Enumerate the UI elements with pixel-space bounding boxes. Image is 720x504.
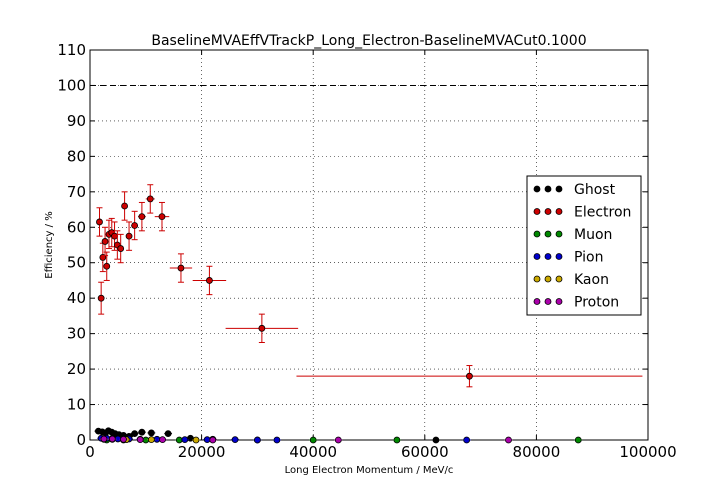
data-point — [100, 435, 108, 443]
y-tick-label: 10 — [67, 396, 86, 414]
legend-marker — [555, 275, 563, 283]
data-point — [147, 436, 155, 444]
data-point — [231, 436, 239, 444]
legend-marker — [533, 208, 541, 215]
data-point — [159, 436, 166, 444]
legend-marker — [533, 275, 541, 283]
data-point — [334, 436, 342, 444]
data-point — [131, 222, 139, 229]
legend-marker — [533, 230, 541, 238]
legend-marker — [555, 253, 563, 260]
legend-label: Muon — [574, 227, 612, 243]
y-tick-label: 90 — [67, 112, 86, 130]
legend-label: Ghost — [574, 182, 616, 198]
legend-marker — [544, 230, 552, 238]
data-point — [164, 430, 172, 438]
data-point — [103, 262, 111, 270]
legend-marker — [544, 253, 552, 260]
x-tick-label: 20000 — [178, 443, 226, 461]
legend-marker — [544, 298, 552, 305]
axis-ticks: 0 10 20 30 40 50 60 70 80 90 100 110 0 20000 40000 6000… — [57, 41, 676, 461]
data-point — [463, 436, 471, 444]
data-point — [393, 436, 401, 444]
legend-item-proton: Proton — [533, 295, 619, 311]
x-tick-label: 80000 — [513, 443, 561, 461]
y-axis-label: Efficiency / % — [44, 211, 55, 278]
legend-item-pion: Pion — [533, 250, 603, 266]
y-tick-label: 110 — [57, 41, 86, 59]
data-point — [120, 435, 127, 443]
data-point — [121, 202, 128, 210]
x-tick-label: 40000 — [289, 443, 337, 461]
legend-item-muon: Muon — [533, 227, 612, 243]
data-point — [273, 436, 281, 444]
data-point — [138, 428, 146, 436]
y-tick-label: 0 — [76, 431, 86, 449]
data-point — [108, 435, 116, 443]
legend-marker — [555, 208, 563, 215]
series-electron — [96, 184, 643, 388]
data-point — [253, 436, 261, 444]
legend-marker — [533, 185, 541, 193]
y-tick-label: 20 — [67, 360, 86, 378]
data-point — [209, 436, 217, 444]
data-point — [466, 372, 473, 380]
legend-label: Kaon — [574, 272, 609, 288]
data-point — [158, 213, 166, 221]
data-point — [574, 436, 582, 444]
data-point — [432, 436, 440, 444]
legend-marker — [555, 185, 563, 193]
y-tick-label: 30 — [67, 325, 86, 343]
legend-box — [526, 175, 642, 316]
data-point — [138, 213, 146, 221]
x-tick-label: 0 — [85, 443, 95, 461]
data-point — [111, 232, 118, 240]
data-point — [131, 430, 139, 438]
legend-marker — [544, 185, 552, 193]
x-tick-label: 60000 — [401, 443, 449, 461]
legend-marker — [533, 298, 541, 305]
data-point — [206, 277, 213, 284]
x-axis-label: Long Electron Momentum / MeV/c — [285, 465, 454, 476]
y-tick-label: 50 — [67, 254, 86, 272]
data-point — [309, 436, 317, 444]
data-point — [147, 429, 155, 437]
y-tick-label: 60 — [67, 218, 86, 236]
legend-item-ghost: Ghost — [533, 182, 616, 198]
series-proton — [100, 435, 513, 444]
data-points — [94, 184, 643, 444]
data-point — [97, 294, 105, 302]
data-point — [258, 324, 266, 332]
data-point — [177, 264, 185, 272]
y-tick-label: 80 — [67, 147, 86, 165]
legend-marker — [555, 298, 563, 305]
legend-marker — [544, 275, 552, 283]
legend-label: Pion — [574, 250, 603, 266]
data-point — [96, 218, 103, 226]
data-point — [125, 232, 133, 240]
y-tick-label: 100 — [57, 76, 86, 94]
legend-label: Electron — [574, 205, 631, 221]
grid — [90, 50, 648, 440]
y-tick-label: 40 — [67, 289, 86, 307]
data-point — [181, 436, 189, 444]
legend-label: Proton — [574, 295, 619, 311]
legend-marker — [555, 230, 563, 238]
data-point — [146, 195, 154, 203]
data-point — [136, 436, 144, 444]
legend-marker — [533, 253, 541, 260]
x-tick-label: 100000 — [619, 443, 676, 461]
data-point — [117, 245, 125, 252]
data-point — [192, 436, 200, 444]
data-point — [101, 238, 109, 245]
y-tick-label: 70 — [67, 183, 86, 201]
legend-item-electron: Electron — [533, 205, 631, 221]
legend-item-kaon: Kaon — [533, 272, 609, 288]
legend: Ghost Electron Muon Pion Kaon Proton — [526, 175, 642, 316]
chart-title: BaselineMVAEffVTrackP_Long_Electron-Base… — [151, 33, 586, 49]
legend-marker — [544, 208, 552, 215]
data-point — [505, 436, 512, 444]
